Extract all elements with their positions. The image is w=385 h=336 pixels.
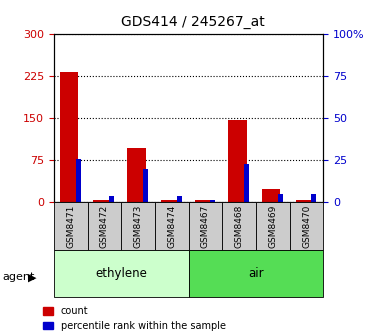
Bar [161,201,179,202]
FancyBboxPatch shape [54,202,88,250]
Bar [262,189,280,202]
Text: GSM8473: GSM8473 [134,204,142,248]
Bar [177,196,182,202]
Text: agent: agent [2,272,34,282]
FancyBboxPatch shape [290,202,323,250]
Bar [278,194,283,202]
FancyBboxPatch shape [88,202,121,250]
Text: ethylene: ethylene [95,267,147,280]
Legend: count, percentile rank within the sample: count, percentile rank within the sample [44,306,226,331]
Bar [75,159,81,202]
FancyBboxPatch shape [155,202,189,250]
Text: GSM8474: GSM8474 [167,204,176,248]
Bar [311,194,316,202]
Bar [109,196,114,202]
Bar [244,164,249,202]
FancyBboxPatch shape [189,250,323,297]
Text: ▶: ▶ [28,272,36,282]
Text: air: air [248,267,264,280]
FancyBboxPatch shape [121,202,155,250]
Bar [94,201,112,202]
Text: GSM8469: GSM8469 [268,204,277,248]
FancyBboxPatch shape [256,202,290,250]
FancyBboxPatch shape [189,202,223,250]
Text: GSM8471: GSM8471 [66,204,75,248]
Text: GSM8472: GSM8472 [100,204,109,248]
Text: GSM8467: GSM8467 [201,204,210,248]
Bar [143,169,148,202]
Bar [228,120,247,202]
Text: GSM8470: GSM8470 [302,204,311,248]
Text: GSM8468: GSM8468 [235,204,244,248]
Bar [296,200,314,202]
Bar [127,149,146,202]
Bar [60,72,78,202]
Bar [210,200,216,202]
Text: GDS414 / 245267_at: GDS414 / 245267_at [121,15,264,29]
FancyBboxPatch shape [54,250,189,297]
Bar [194,200,213,202]
FancyBboxPatch shape [223,202,256,250]
